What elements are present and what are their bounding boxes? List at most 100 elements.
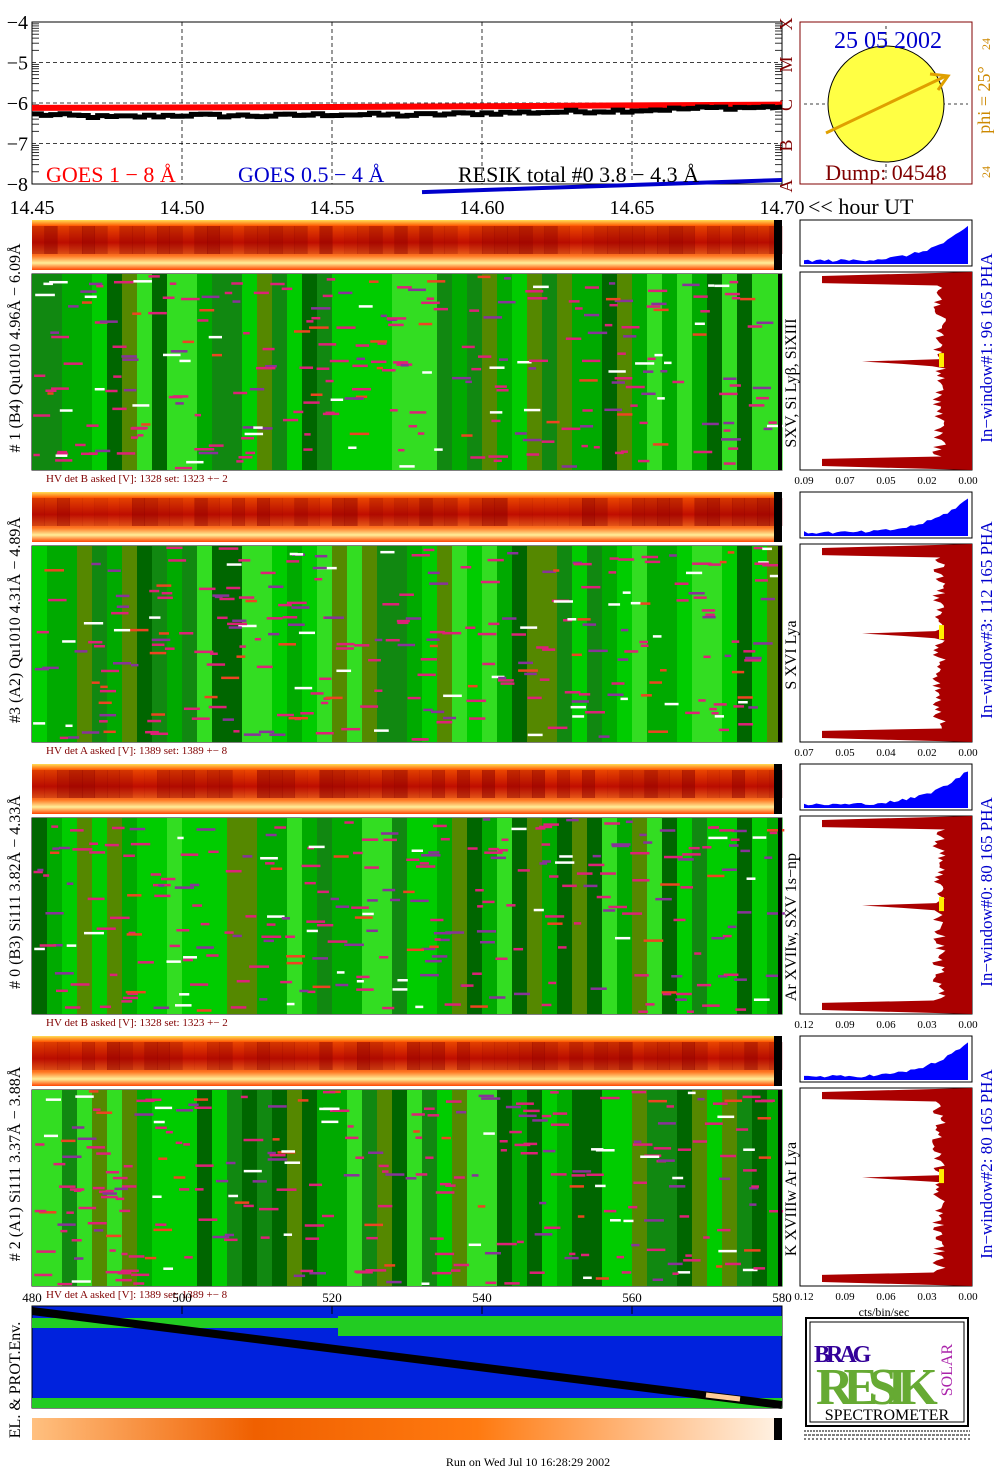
heatmap-streak: [652, 1278, 664, 1282]
heatmap-streak: [84, 931, 104, 935]
heatmap-streak: [434, 1252, 455, 1256]
heatmap-streak: [697, 1097, 705, 1101]
spectrum-column: [107, 226, 120, 254]
heatmap-streak: [267, 915, 285, 918]
spectrum-column: [244, 498, 258, 526]
heatmap-column: [467, 274, 483, 470]
spectrum-column: [644, 226, 658, 254]
heatmap-streak: [386, 1280, 402, 1284]
heatmap-streak: [611, 843, 631, 846]
heatmap-streak: [489, 411, 503, 414]
env-x-tick-label: 500: [172, 1290, 192, 1305]
heatmap-streak: [380, 832, 399, 835]
heatmap-streak: [440, 837, 450, 841]
heatmap-streak: [611, 381, 625, 384]
heatmap-column: [302, 1090, 318, 1286]
spectrum-column: [444, 498, 458, 526]
spectrum-column: [44, 1042, 58, 1070]
spectrum-column: [257, 1042, 270, 1070]
heatmap-streak: [190, 883, 200, 887]
heatmap-streak: [258, 730, 275, 734]
heatmap-streak: [708, 836, 728, 840]
heatmap-streak: [672, 1272, 679, 1275]
heatmap-streak: [766, 424, 786, 428]
heatmap-streak: [336, 642, 355, 646]
heatmap-streak: [59, 409, 73, 412]
spectrum-column: [469, 770, 483, 798]
heatmap-streak: [137, 961, 154, 964]
heatmap-column: [737, 274, 753, 470]
heatmap-column: [482, 1090, 498, 1286]
heatmap-streak: [469, 309, 480, 312]
heatmap-streak: [477, 1205, 486, 1208]
heatmap-streak: [300, 712, 314, 715]
heatmap-column: [602, 818, 618, 1014]
spectrum-column: [232, 226, 245, 254]
spectrum-column: [357, 226, 370, 254]
detector-panel: HV det A asked [V]: 1389 set: 1389 +− 8#…: [6, 491, 996, 759]
heatmap-streak: [354, 1270, 367, 1273]
heatmap-streak: [513, 992, 531, 996]
heatmap-column: [317, 546, 333, 742]
heatmap-streak: [117, 1271, 132, 1275]
heatmap-streak: [149, 616, 161, 619]
heatmap-streak: [240, 1095, 248, 1099]
spectrum-column: [94, 1042, 108, 1070]
heatmap-streak: [485, 1281, 497, 1285]
heatmap-streak: [192, 904, 203, 907]
heatmap-streak: [310, 393, 323, 396]
heatmap-streak: [533, 285, 549, 289]
heatmap-streak: [701, 609, 716, 612]
heatmap-streak: [710, 826, 720, 829]
heatmap-streak: [738, 723, 754, 726]
heatmap-streak: [59, 736, 69, 740]
spectrum-column: [132, 770, 145, 798]
heatmap-column: [137, 1090, 153, 1286]
heatmap-streak: [579, 379, 598, 382]
heatmap-streak: [625, 820, 633, 824]
heatmap-streak: [548, 981, 557, 985]
spectrum-column: [557, 770, 570, 798]
heatmap-streak: [281, 917, 290, 920]
heatmap-streak: [268, 632, 280, 636]
heatmap-column: [32, 818, 48, 1014]
heatmap-streak: [154, 894, 171, 898]
heatmap-streak: [427, 280, 446, 283]
heatmap-streak: [708, 284, 715, 287]
heatmap-streak: [260, 856, 278, 860]
spectrum-column: [69, 770, 83, 798]
heatmap-streak: [520, 1151, 538, 1155]
spectrum-column: [682, 770, 695, 798]
heatmap-streak: [445, 1184, 456, 1187]
heatmap-streak: [433, 824, 447, 828]
series-resik-total-line: [32, 104, 783, 121]
heatmap-column: [662, 1090, 678, 1286]
heatmap-streak: [742, 1268, 758, 1272]
heatmap-streak: [621, 325, 640, 329]
heatmap-streak: [483, 1132, 495, 1135]
heatmap-column: [362, 818, 378, 1014]
spectrum-column: [594, 498, 608, 526]
heatmap-streak: [623, 1219, 634, 1223]
heatmap-streak: [96, 1152, 111, 1155]
heatmap-streak: [445, 931, 465, 934]
heatmap-streak: [309, 326, 329, 329]
heatmap-streak: [559, 855, 573, 858]
heatmap-streak: [489, 366, 505, 369]
heatmap-streak: [177, 836, 184, 840]
heatmap-streak: [428, 851, 440, 854]
heatmap-streak: [94, 644, 105, 648]
spectrum-column: [582, 226, 595, 254]
heatmap-streak: [130, 436, 138, 439]
heatmap-streak: [260, 1236, 270, 1239]
heatmap-streak: [703, 655, 711, 659]
heatmap-streak: [743, 650, 756, 653]
spectrum-column: [269, 770, 283, 798]
heatmap-streak: [154, 1106, 173, 1110]
heatmap-streak: [179, 632, 194, 635]
heatmap-column: [272, 1090, 288, 1286]
heatmap-streak: [723, 973, 739, 977]
heatmap-streak: [215, 1179, 229, 1183]
heatmap-streak: [664, 702, 679, 706]
heatmap-streak: [201, 295, 220, 299]
